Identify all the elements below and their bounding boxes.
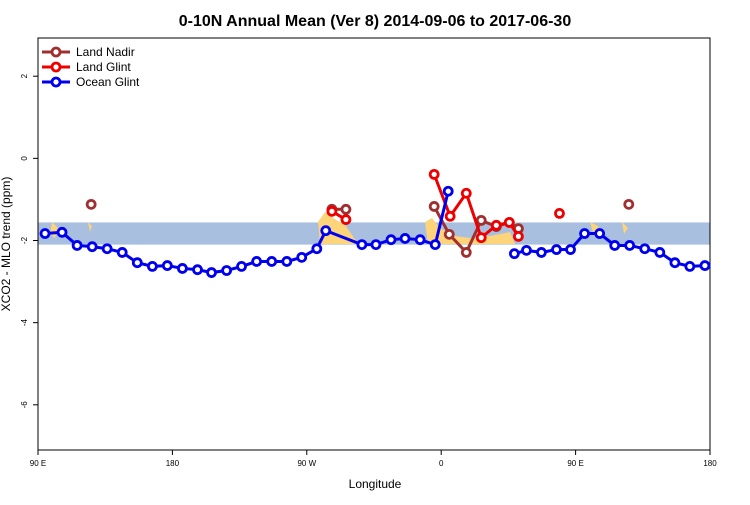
data-point — [521, 244, 532, 256]
data-point — [443, 228, 455, 240]
plot-frame — [37, 37, 711, 451]
data-point — [320, 225, 332, 237]
data-point — [669, 257, 681, 269]
x-tick-label: 180 — [703, 459, 717, 468]
y-tick-label: -4 — [20, 319, 29, 327]
y-axis-label: XCO2 - MLO trend (ppm) — [0, 177, 13, 312]
land-shape — [88, 222, 92, 232]
data-point — [594, 228, 606, 239]
data-point — [475, 214, 487, 226]
data-point — [639, 243, 651, 255]
x-tick-label: 180 — [166, 459, 180, 468]
land-shape — [318, 212, 358, 244]
data-point — [177, 263, 188, 274]
data-point — [460, 187, 472, 199]
data-point — [624, 240, 636, 251]
data-point — [71, 240, 83, 251]
data-point — [490, 219, 502, 231]
x-tick-label: 90 E — [30, 459, 46, 468]
data-point — [56, 226, 68, 238]
data-point — [623, 198, 635, 210]
data-point — [236, 260, 247, 272]
data-point — [699, 260, 711, 271]
data-point — [536, 247, 547, 258]
data-point — [161, 260, 173, 271]
x-tick-label: 0 — [439, 459, 444, 468]
data-point — [460, 247, 472, 258]
data-point — [565, 244, 576, 255]
data-point — [503, 217, 515, 228]
band-layer — [38, 222, 710, 245]
data-point — [370, 239, 382, 251]
data-point — [116, 247, 128, 258]
data-point — [399, 233, 411, 244]
data-point — [475, 232, 487, 244]
data-point — [85, 198, 97, 210]
data-point — [554, 207, 565, 219]
data-point — [281, 256, 293, 267]
legend-label: Land Nadir — [76, 45, 135, 59]
chart-title: 0-10N Annual Mean (Ver 8) 2014-09-06 to … — [179, 13, 572, 30]
data-point — [101, 243, 113, 255]
data-point — [266, 256, 278, 267]
data-point — [356, 239, 368, 251]
data-point — [385, 234, 397, 246]
x-axis-label: Longitude — [349, 477, 402, 491]
legend-label: Land Glint — [76, 60, 131, 74]
data-point — [429, 239, 441, 251]
data-point — [340, 203, 352, 215]
data-point — [251, 256, 263, 267]
legend-label: Ocean Glint — [76, 75, 140, 89]
data-point — [296, 251, 308, 263]
y-tick-label: 0 — [20, 156, 29, 161]
data-point — [192, 264, 203, 276]
data-point — [654, 247, 666, 258]
data-point — [684, 260, 696, 272]
data-point — [609, 240, 621, 251]
data-point — [340, 214, 352, 225]
legend-marker — [50, 61, 62, 73]
legend-marker — [50, 76, 62, 88]
data-point — [414, 234, 426, 246]
data-point — [206, 267, 217, 278]
data-point — [131, 257, 143, 269]
data-point — [428, 168, 440, 180]
data-point — [428, 201, 440, 212]
data-point — [146, 260, 158, 272]
data-point — [326, 205, 338, 217]
x-tick-label: 90 W — [297, 459, 316, 468]
data-point — [513, 231, 524, 242]
data-point — [508, 248, 520, 260]
reference-band — [38, 222, 710, 245]
data-point — [551, 244, 562, 255]
y-tick-label: 2 — [20, 73, 29, 78]
legend-marker — [50, 46, 62, 58]
y-tick-label: -2 — [20, 236, 29, 244]
x-tick-label: 90 E — [567, 459, 583, 468]
land-shape — [622, 222, 628, 234]
data-point — [579, 228, 590, 239]
data-point — [221, 265, 233, 276]
data-point — [39, 228, 51, 239]
data-point — [442, 185, 454, 197]
data-point — [311, 243, 323, 255]
data-point — [444, 210, 456, 222]
y-tick-label: -6 — [20, 401, 29, 409]
data-point — [86, 241, 98, 253]
